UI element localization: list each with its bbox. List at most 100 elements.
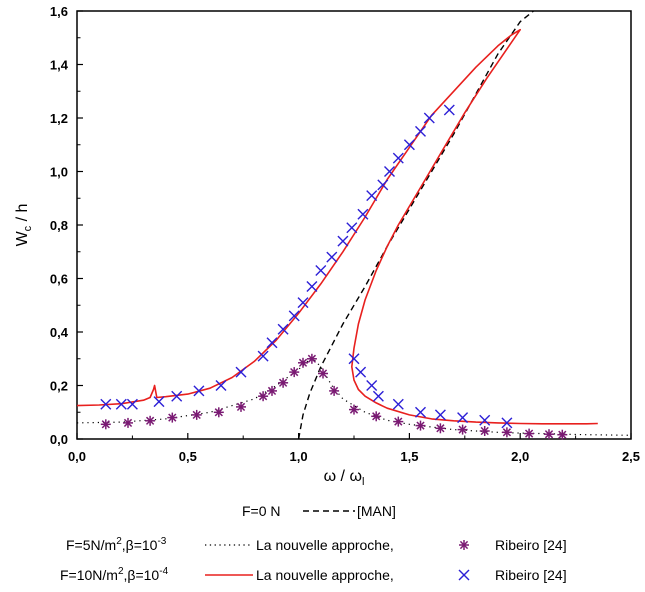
x-tick-label: 0,0	[68, 449, 86, 464]
ribeiro_f5-marker	[435, 423, 446, 434]
series-layer	[76, 10, 632, 440]
ribeiro_f5-marker	[329, 385, 340, 396]
ribeiro_f10-marker	[266, 337, 278, 349]
ribeiro_f10-marker	[115, 398, 127, 410]
ribeiro_f5-marker	[145, 415, 156, 426]
ribeiro_f10-marker	[215, 380, 227, 391]
ribeiro_f5-marker	[457, 424, 468, 435]
y-axis-title: Wc / h	[14, 204, 34, 247]
y-tick-label: 0,0	[50, 432, 68, 447]
ribeiro_f10-marker	[415, 125, 426, 137]
legend-row2-ref: Ribeiro [24]	[495, 537, 567, 553]
series-man_f0	[297, 10, 534, 440]
ribeiro_f5-marker	[278, 377, 289, 388]
ribeiro_f10-marker	[306, 281, 318, 292]
legend-row3-label: F=10N/m2,β=10-4	[60, 566, 169, 583]
ribeiro_f10-marker	[326, 251, 338, 263]
legend-row-1: F=0 N [MAN]	[242, 503, 396, 519]
ribeiro_f10-marker	[193, 385, 205, 397]
ribeiro_f5-marker	[213, 407, 224, 418]
ribeiro_f5-marker	[100, 419, 111, 430]
y-tick-label: 1,6	[50, 4, 68, 19]
ribeiro_f10-marker	[277, 323, 289, 335]
x-tick-label: 1,0	[290, 449, 308, 464]
legend-row1-label: F=0 N	[242, 503, 281, 519]
ribeiro_f10-marker	[392, 398, 404, 410]
ribeiro_f5-marker	[123, 417, 133, 428]
x-tick-label: 2,0	[511, 449, 529, 464]
ribeiro_f5-marker	[298, 357, 308, 368]
legend-row-2: F=5N/m2,β=10-3 La nouvelle approche, Rib…	[66, 536, 567, 553]
ribeiro_f5-marker	[479, 426, 490, 436]
ribeiro_f10-marker	[315, 265, 327, 276]
ribeiro_f5-marker	[236, 401, 246, 412]
ribeiro_f5-marker	[501, 427, 512, 438]
x-tick-label: 0,5	[179, 449, 197, 464]
legend-row3-x-marker	[458, 569, 470, 581]
ribeiro_f5-marker	[524, 428, 535, 439]
ribeiro_f5-marker	[258, 391, 269, 402]
nouvelle_f5-line	[76, 356, 632, 436]
x-axis-title: ω / ωl	[324, 468, 365, 488]
nouvelle_f10-line	[76, 28, 598, 425]
ribeiro_f10-marker	[384, 166, 395, 177]
ribeiro_f10-marker	[479, 414, 491, 426]
ribeiro_f10-marker	[348, 353, 360, 365]
ribeiro_f10-marker	[423, 112, 435, 124]
y-tick-label: 0,2	[50, 379, 68, 394]
ribeiro_f5-marker	[167, 412, 178, 423]
y-tick-label: 0,8	[50, 218, 68, 233]
ribeiro_f5-marker	[557, 429, 568, 440]
legend-row2-label: F=5N/m2,β=10-3	[66, 536, 167, 553]
ribeiro_f10-marker	[357, 208, 369, 220]
ribeiro_f10-marker	[415, 406, 426, 418]
legend-row1-series: [MAN]	[357, 503, 396, 519]
y-tick-label: 0,4	[50, 325, 69, 340]
ribeiro_f10-marker	[337, 235, 349, 247]
ribeiro_f10-marker	[366, 380, 378, 391]
ribeiro_f5-marker	[318, 368, 328, 379]
legend-row2-asterisk-marker	[459, 540, 469, 550]
ribeiro_f10-marker	[443, 104, 455, 116]
ribeiro_f5-marker	[349, 404, 359, 415]
ribeiro_f10-marker	[355, 366, 367, 378]
ribeiro_f5-marker	[289, 367, 300, 378]
ribeiro_f10-marker	[366, 190, 378, 202]
ribeiro_f10-marker	[377, 179, 389, 191]
ribeiro_f5-marker	[267, 385, 277, 396]
ribeiro_f5-marker	[306, 353, 317, 364]
legend-row3-method: La nouvelle approche,	[256, 567, 394, 583]
ribeiro_f10-marker	[501, 417, 513, 429]
ribeiro_f10-marker	[288, 310, 300, 322]
x-axis-ticks: 0,0 0,5 1,0 1,5 2,0 2,5	[68, 433, 640, 464]
man_f0-line	[297, 10, 534, 440]
series-ribeiro_f5	[100, 353, 568, 440]
ribeiro_f10-marker	[257, 350, 269, 362]
legend-row-3: F=10N/m2,β=10-4 La nouvelle approche, Ri…	[60, 566, 567, 583]
ribeiro_f10-marker	[153, 396, 165, 408]
x-tick-label: 1,5	[400, 449, 418, 464]
series-ribeiro_f10	[100, 104, 513, 429]
y-tick-label: 1,4	[50, 58, 69, 73]
y-tick-label: 1,2	[50, 111, 68, 126]
ribeiro_f10-marker	[126, 398, 138, 410]
ribeiro_f5-marker	[393, 416, 404, 427]
ribeiro_f10-marker	[346, 222, 358, 234]
x-tick-label: 2,5	[622, 449, 640, 464]
ribeiro_f10-marker	[100, 398, 112, 410]
y-tick-label: 1,0	[50, 165, 68, 180]
ribeiro_f10-marker	[403, 139, 415, 151]
legend-row2-method: La nouvelle approche,	[256, 537, 394, 553]
series-nouvelle_f5	[76, 356, 632, 436]
ribeiro_f10-marker	[434, 409, 446, 421]
ribeiro_f10-marker	[392, 152, 404, 164]
y-axis-ticks: 0,0 0,2 0,4 0,6 0,8 1,0 1,2 1,4 1,6	[50, 4, 83, 447]
ribeiro_f5-marker	[191, 409, 202, 420]
y-tick-label: 0,6	[50, 272, 68, 287]
ribeiro_f5-marker	[371, 411, 382, 422]
ribeiro_f10-marker	[457, 412, 469, 424]
ribeiro_f10-marker	[372, 390, 384, 402]
ribeiro_f5-marker	[415, 420, 426, 431]
ribeiro_f10-marker	[297, 297, 309, 309]
